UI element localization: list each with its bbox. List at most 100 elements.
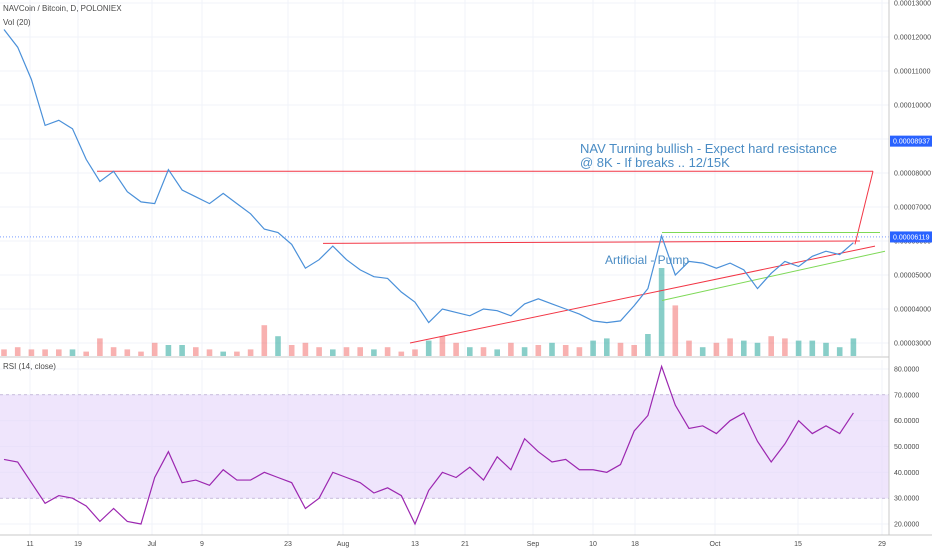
volume-bar bbox=[453, 342, 459, 356]
volume-bar bbox=[467, 347, 473, 356]
volume-bar bbox=[193, 347, 199, 356]
rsi-tick-label: 50.0000 bbox=[894, 444, 919, 451]
volume-bar bbox=[14, 347, 21, 356]
volume-bar bbox=[412, 349, 418, 356]
price-tag-label: 0.00008937 bbox=[893, 139, 930, 146]
volume-bar bbox=[302, 342, 309, 356]
rsi-tick-label: 20.0000 bbox=[894, 522, 919, 529]
volume-bar bbox=[658, 268, 665, 356]
volume-bar bbox=[809, 340, 816, 356]
x-tick-label: 13 bbox=[411, 541, 419, 548]
x-tick-label: Jul bbox=[148, 541, 157, 548]
resistance-6k-line bbox=[322, 240, 861, 244]
volume-bar bbox=[439, 336, 446, 356]
channel-bottom-line bbox=[661, 250, 886, 301]
volume-bar bbox=[357, 347, 363, 356]
x-tick-label: 15 bbox=[794, 541, 802, 548]
volume-bar bbox=[795, 340, 802, 356]
volume-bar bbox=[97, 338, 103, 356]
annotation-line-1: NAV Turning bullish - Expect hard resist… bbox=[580, 141, 837, 156]
current-tag-label: 0.00006119 bbox=[893, 234, 930, 241]
x-tick-label: Sep bbox=[527, 541, 540, 548]
volume-bar bbox=[672, 305, 679, 356]
volume-bar bbox=[699, 347, 706, 356]
volume-bar bbox=[480, 347, 487, 356]
volume-bar bbox=[275, 336, 281, 356]
annotation-pump: Artificial - Pump bbox=[605, 253, 690, 267]
volume-bar bbox=[343, 347, 350, 356]
volume-bar bbox=[398, 351, 405, 356]
price-tick-label: 0.00005000 bbox=[894, 273, 931, 280]
volume-bar bbox=[535, 345, 542, 356]
volume-bar bbox=[206, 349, 213, 356]
price-tick-label: 0.00003000 bbox=[894, 341, 931, 348]
volume-bar bbox=[549, 342, 555, 356]
volume-bar bbox=[425, 340, 432, 356]
volume-bar bbox=[686, 340, 692, 356]
volume-bars bbox=[1, 268, 857, 356]
breakout-line bbox=[854, 171, 874, 245]
volume-bar bbox=[645, 334, 651, 356]
price-tick-label: 0.00007000 bbox=[894, 205, 931, 212]
volume-bar bbox=[494, 349, 500, 356]
x-tick-label: 11 bbox=[26, 541, 33, 548]
volume-bar bbox=[83, 351, 89, 356]
price-tags: 0.00008937 0.00006119 bbox=[890, 135, 932, 243]
rsi-band bbox=[0, 394, 889, 499]
trend-lines bbox=[0, 170, 889, 344]
volume-bar bbox=[836, 347, 843, 356]
volume-bar bbox=[768, 336, 774, 356]
volume-bar bbox=[727, 338, 733, 356]
volume-bar bbox=[754, 342, 761, 356]
volume-bar bbox=[590, 340, 596, 356]
volume-bar bbox=[384, 347, 391, 356]
price-tick-label: 0.00008000 bbox=[894, 171, 931, 178]
x-tick-label: 19 bbox=[74, 541, 82, 548]
volume-bar bbox=[56, 349, 62, 356]
price-tick-label: 0.00004000 bbox=[894, 307, 931, 314]
annotation-line-2: @ 8K - If breaks .. 12/15K bbox=[580, 155, 730, 170]
volume-bar bbox=[42, 349, 48, 356]
volume-bar bbox=[604, 338, 610, 356]
volume-bar bbox=[330, 349, 336, 356]
current-tag-box bbox=[890, 231, 932, 243]
rsi-tick-label: 70.0000 bbox=[894, 392, 919, 399]
price-tick-label: 0.00013000 bbox=[894, 1, 931, 8]
volume-bar bbox=[288, 345, 295, 356]
x-tick-label: 29 bbox=[878, 541, 886, 548]
volume-bar bbox=[1, 349, 7, 356]
x-tick-label: Aug bbox=[337, 541, 350, 548]
volume-bar bbox=[508, 342, 514, 356]
volume-bar bbox=[179, 345, 185, 356]
rsi-line bbox=[3, 364, 854, 526]
volume-bar bbox=[631, 345, 637, 356]
volume-bar bbox=[165, 345, 172, 356]
volume-bar bbox=[823, 342, 829, 356]
rsi-tick-label: 60.0000 bbox=[894, 418, 919, 425]
volume-bar bbox=[151, 342, 158, 356]
symbol-title: NAVCoin / Bitcoin, D, POLONIEX bbox=[3, 4, 122, 13]
rsi-tick-label: 30.0000 bbox=[894, 496, 919, 503]
volume-bar bbox=[782, 338, 788, 356]
volume-bar bbox=[247, 349, 254, 356]
volume-bar bbox=[741, 340, 747, 356]
rsi-tick-label: 80.0000 bbox=[894, 367, 919, 374]
volume-bar bbox=[316, 347, 322, 356]
volume-bar bbox=[850, 338, 857, 356]
volume-bar bbox=[617, 342, 624, 356]
volume-bar bbox=[28, 349, 35, 356]
price-line bbox=[3, 29, 854, 324]
x-tick-label: 10 bbox=[589, 541, 597, 548]
volume-bar bbox=[234, 351, 240, 356]
volume-bar bbox=[261, 325, 268, 356]
x-tick-label: 23 bbox=[284, 541, 292, 548]
rsi-label: RSI (14, close) bbox=[3, 362, 56, 371]
x-tick-label: Oct bbox=[710, 541, 721, 548]
volume-bar bbox=[110, 347, 117, 356]
volume-bar bbox=[576, 347, 583, 356]
x-tick-label: 21 bbox=[461, 541, 469, 548]
volume-bar bbox=[521, 347, 528, 356]
x-tick-label: 18 bbox=[631, 541, 639, 548]
volume-bar bbox=[69, 349, 76, 356]
